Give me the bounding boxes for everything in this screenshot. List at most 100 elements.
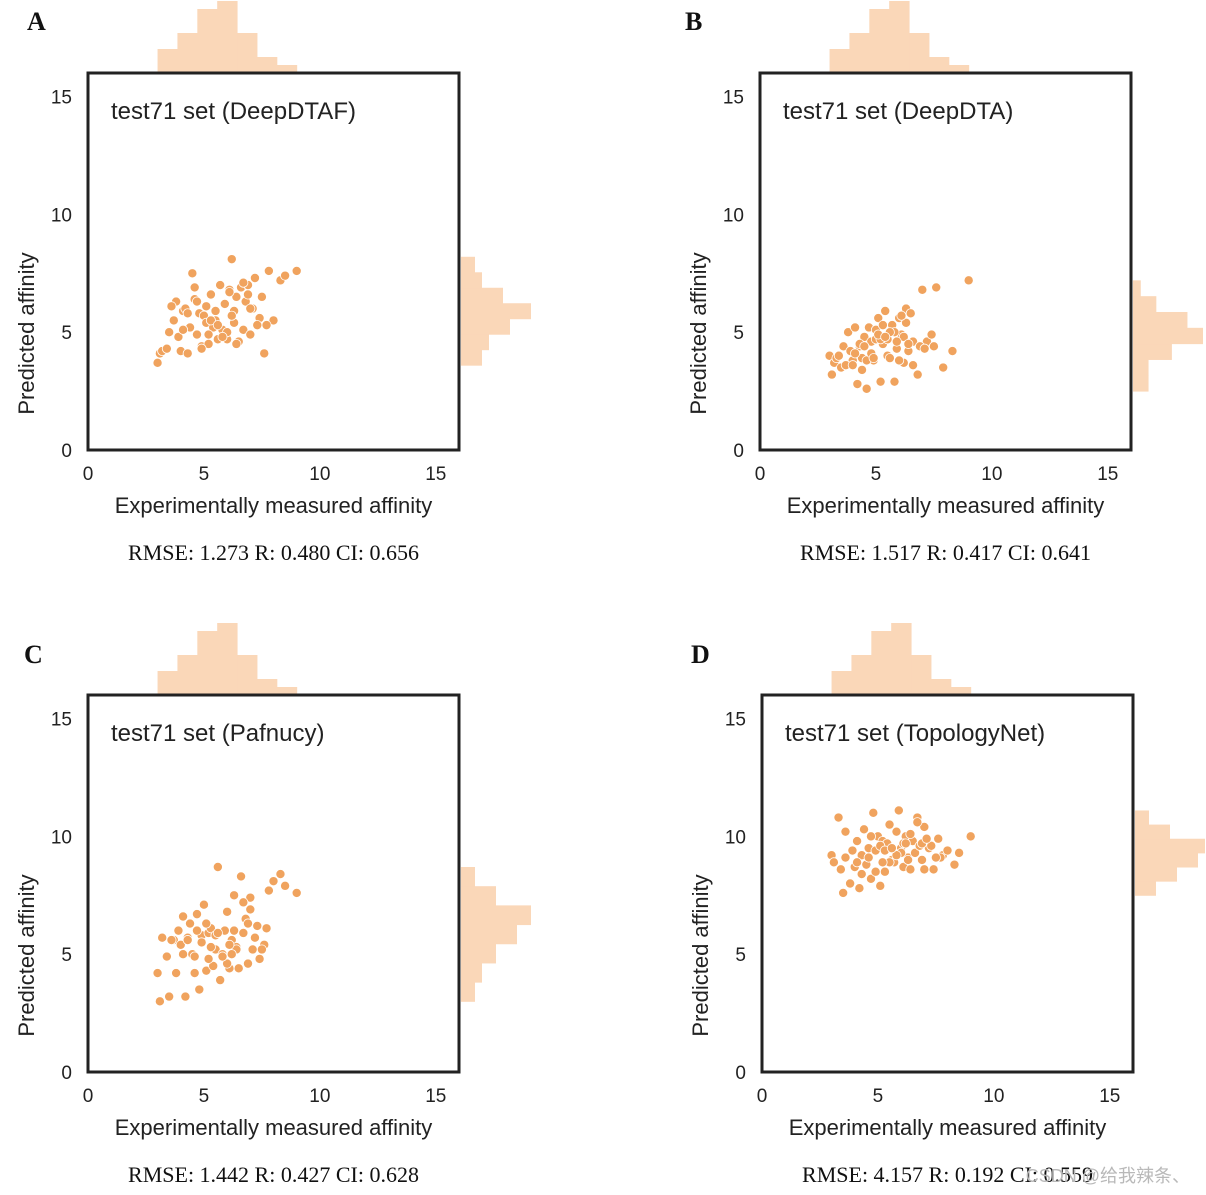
data-point: [191, 329, 202, 340]
x-tick-label: 10: [983, 1086, 1004, 1107]
data-point: [942, 845, 953, 856]
data-point: [201, 965, 212, 976]
data-point: [180, 991, 191, 1002]
stats-text: RMSE: 4.157 R: 0.192 CI: 0.559: [802, 1162, 1093, 1187]
data-point: [152, 357, 163, 368]
right-hist-bar: [461, 318, 510, 335]
data-point: [889, 376, 900, 387]
data-point: [852, 857, 863, 868]
plot-title: test71 set (DeepDTAF): [111, 98, 356, 125]
right-hist-bar: [1133, 280, 1141, 297]
plot-title: test71 set (Pafnucy): [111, 720, 324, 747]
y-tick-label: 0: [735, 1063, 746, 1084]
data-point: [212, 862, 223, 873]
data-point: [189, 282, 200, 293]
data-point: [926, 329, 937, 340]
data-point: [930, 852, 941, 863]
data-point: [868, 807, 879, 818]
data-point: [231, 338, 242, 349]
top-hist-bar: [276, 65, 298, 73]
data-point: [215, 975, 226, 986]
data-point: [224, 939, 235, 950]
data-point: [826, 369, 837, 380]
y-tick-label: 10: [51, 205, 72, 226]
x-tick-label: 15: [425, 464, 446, 485]
data-point: [884, 353, 895, 364]
data-point: [222, 906, 233, 917]
data-point: [963, 275, 974, 286]
top-hist-bar: [871, 631, 892, 695]
data-point: [898, 331, 909, 342]
data-point: [238, 277, 249, 288]
right-hist-bar: [1135, 824, 1170, 840]
top-hist-bar: [851, 655, 872, 695]
data-point: [205, 942, 216, 953]
data-point: [161, 951, 172, 962]
stats-text: RMSE: 1.273 R: 0.480 CI: 0.656: [128, 540, 419, 565]
panel-letter: D: [691, 640, 710, 669]
data-point: [916, 854, 927, 865]
data-point: [205, 289, 216, 300]
data-point: [222, 958, 233, 969]
data-point: [938, 362, 949, 373]
top-hist-bar: [928, 57, 950, 73]
data-point: [191, 925, 202, 936]
plot-frame: [760, 693, 1135, 1074]
top-hist-bar: [276, 687, 298, 695]
data-point: [263, 265, 274, 276]
data-point: [203, 329, 214, 340]
right-hist-bar: [461, 867, 475, 887]
data-point: [231, 291, 242, 302]
top-hist-bar: [237, 33, 258, 73]
y-tick-label: 15: [725, 710, 746, 731]
data-point: [884, 819, 895, 830]
data-point: [166, 301, 177, 312]
top-hist-bar: [849, 33, 870, 73]
top-hist-bar: [217, 1, 238, 73]
top-hist-bar: [831, 671, 852, 695]
data-point: [242, 958, 253, 969]
panel-a: 0 5 10 15 0 5 10 15 Experimentally measured affi…: [14, 1, 531, 565]
x-tick-label: 0: [83, 464, 94, 485]
data-point: [894, 355, 905, 366]
data-point: [189, 968, 200, 979]
data-point: [212, 320, 223, 331]
data-point: [187, 268, 198, 279]
watermark: CSDN @给我辣条、: [1026, 1166, 1190, 1186]
data-point: [157, 932, 168, 943]
data-point: [178, 324, 189, 335]
data-point: [275, 869, 286, 880]
data-point: [280, 270, 291, 281]
data-point: [249, 272, 260, 283]
data-point: [847, 845, 858, 856]
top-hist-bar: [217, 623, 238, 695]
data-point: [838, 887, 849, 898]
data-point: [173, 331, 184, 342]
x-axis-label: Experimentally measured affinity: [115, 1115, 433, 1140]
data-point: [854, 883, 865, 894]
data-point: [291, 887, 302, 898]
data-point: [865, 873, 876, 884]
data-point: [835, 864, 846, 875]
y-axis-label: Predicted affinity: [688, 874, 713, 1036]
data-point: [903, 854, 914, 865]
data-point: [166, 935, 177, 946]
data-point: [256, 944, 267, 955]
data-point: [189, 951, 200, 962]
x-tick-label: 10: [309, 1086, 330, 1107]
right-hist-bar: [1135, 838, 1205, 854]
data-point: [259, 348, 270, 359]
data-point: [261, 320, 272, 331]
right-hist-bar: [1135, 852, 1198, 868]
plot-title: test71 set (DeepDTA): [783, 98, 1013, 125]
data-point: [877, 320, 888, 331]
data-point: [965, 831, 976, 842]
top-hist-bar: [950, 687, 972, 695]
data-point: [205, 315, 216, 326]
data-point: [196, 937, 207, 948]
data-point: [254, 953, 265, 964]
data-point: [928, 341, 939, 352]
right-hist-bar: [1133, 375, 1149, 392]
data-point: [856, 869, 867, 880]
data-point: [928, 864, 939, 875]
